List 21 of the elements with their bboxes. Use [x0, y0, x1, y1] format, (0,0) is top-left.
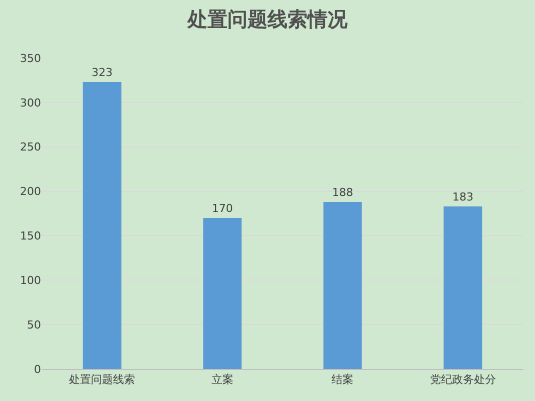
- y-tick-label: 50: [27, 318, 41, 332]
- y-tick-label: 0: [34, 362, 41, 376]
- data-label: 170: [212, 202, 233, 215]
- x-tick-label: 结案: [332, 373, 354, 386]
- y-tick-label: 350: [20, 52, 41, 65]
- x-tick-label: 党纪政务处分: [430, 373, 496, 386]
- y-tick-label: 100: [20, 274, 41, 287]
- y-tick-label: 250: [20, 140, 41, 154]
- y-tick-label: 300: [20, 96, 41, 110]
- bar: [444, 206, 482, 369]
- bar: [203, 218, 242, 369]
- data-label: 323: [92, 66, 113, 79]
- bar: [82, 82, 122, 369]
- y-tick-label: 150: [20, 230, 41, 243]
- y-tick-label: 200: [20, 185, 41, 198]
- data-label: 188: [332, 186, 354, 199]
- x-tick-label: 立案: [211, 373, 234, 386]
- x-tick-label: 处置问题线索: [69, 373, 136, 386]
- chart-title: 处置问题线索情况: [186, 7, 348, 32]
- bar: [323, 202, 362, 369]
- data-label: 183: [452, 190, 474, 204]
